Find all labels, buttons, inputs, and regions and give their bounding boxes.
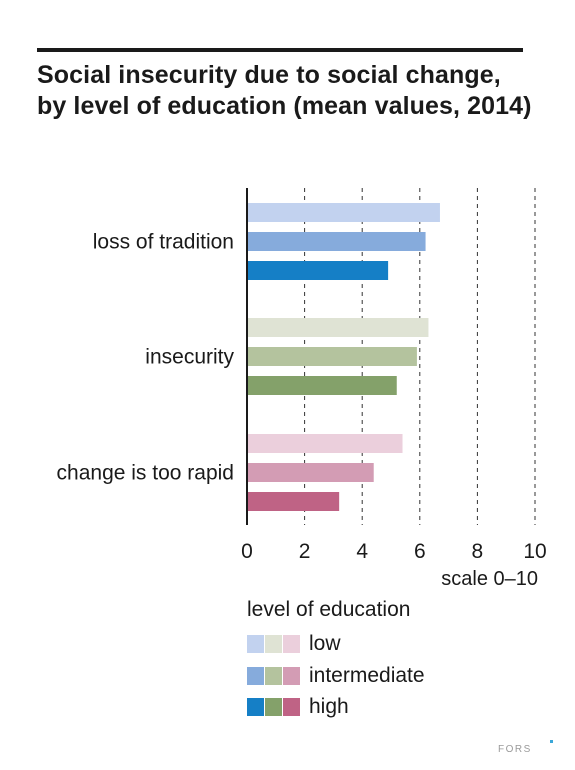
bar (248, 232, 426, 251)
legend-title: level of education (247, 598, 411, 621)
brand-logo: FORS (498, 744, 532, 755)
legend-label: low (309, 632, 341, 655)
x-tick-label: 8 (472, 540, 484, 563)
legend-swatch (247, 667, 264, 685)
category-label: insecurity (145, 346, 234, 369)
bar (248, 203, 440, 222)
legend-swatch (283, 635, 300, 653)
legend-swatch (265, 667, 282, 685)
bar-chart: 0 2 4 6 8 10 loss of tradition insecurity change… (57, 188, 547, 590)
chart-title: Social insecurity due to social change, … (37, 61, 532, 120)
category-label: loss of tradition (93, 231, 234, 254)
x-tick-label: 2 (299, 540, 311, 563)
bar (248, 492, 340, 511)
legend-swatch (283, 698, 300, 716)
legend-swatch (265, 698, 282, 716)
bar (248, 463, 374, 482)
x-tick-label: 6 (414, 540, 426, 563)
legend-item: intermediate (247, 664, 425, 687)
x-tick-label: 0 (241, 540, 253, 563)
legend-label: intermediate (309, 664, 425, 687)
legend-item: high (247, 695, 349, 718)
bar (248, 261, 389, 280)
bar (248, 318, 429, 337)
legend-swatch (247, 635, 264, 653)
x-tick-label: 10 (523, 540, 546, 563)
legend-item: low (247, 632, 341, 655)
title-rule (37, 48, 523, 52)
x-axis-label: scale 0–10 (441, 568, 538, 590)
bar (248, 347, 417, 366)
bar (248, 434, 403, 453)
legend-swatch (247, 698, 264, 716)
legend-label: high (309, 695, 349, 718)
brand-dot-icon (550, 740, 553, 743)
category-label: change is too rapid (57, 462, 234, 485)
x-tick-label: 4 (356, 540, 368, 563)
legend-swatch (265, 635, 282, 653)
bar (248, 376, 397, 395)
legend-swatch (283, 667, 300, 685)
